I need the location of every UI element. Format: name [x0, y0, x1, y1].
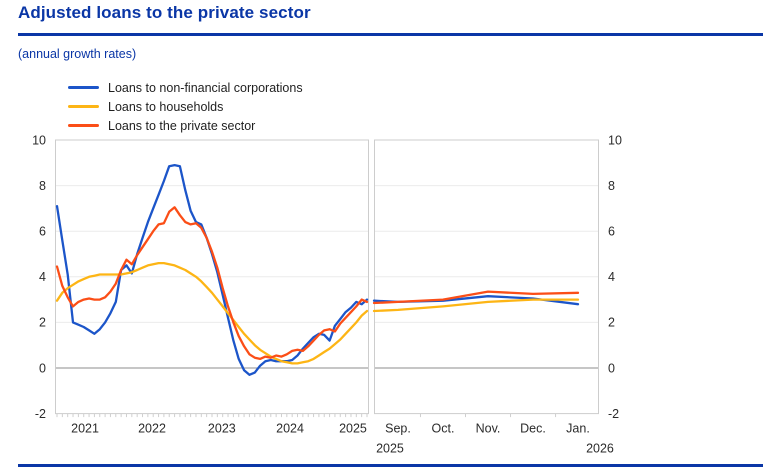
x-tick-label: Oct.	[432, 422, 455, 436]
legend-label: Loans to households	[108, 99, 224, 114]
series-line	[55, 163, 369, 376]
x-tick-label: Sep.	[385, 422, 411, 436]
series-line	[55, 206, 369, 361]
x-tick-label: Jan.	[566, 422, 590, 436]
series-line	[55, 261, 369, 365]
y-tick-label-right: -2	[608, 407, 619, 421]
y-tick-label-right: 6	[608, 225, 615, 239]
chart-subtitle: (annual growth rates)	[18, 47, 137, 61]
y-tick-label-right: 2	[608, 316, 615, 330]
bottom-divider	[18, 464, 763, 467]
x-tick-sublabel: 2026	[586, 442, 614, 456]
legend-item: Loans to non-financial corporations	[68, 78, 303, 97]
series-line	[372, 290, 580, 305]
y-tick-label-left: 0	[39, 361, 46, 375]
y-tick-label-right: 10	[608, 133, 622, 147]
panel-history: 2021 2022 2023 2024 2025	[55, 139, 369, 436]
title-divider	[18, 33, 763, 36]
y-tick-label-right: 4	[608, 270, 615, 284]
y-tick-label-left: 6	[39, 225, 46, 239]
x-tick-label: 2024	[276, 422, 304, 436]
y-tick-label-left: 2	[39, 316, 46, 330]
panel-recent: Sep. 2025 Oct. Nov. Dec. Jan. 2026	[372, 139, 614, 456]
y-tick-label-left: 8	[39, 179, 46, 193]
legend-label: Loans to the private sector	[108, 118, 256, 133]
x-tick-label: 2022	[138, 422, 166, 436]
legend-line-swatch	[68, 86, 99, 89]
x-tick-label: 2021	[71, 422, 99, 436]
y-tick-label-right: 0	[608, 361, 615, 375]
chart-legend: Loans to non-financial corporations Loans…	[68, 78, 303, 135]
legend-line-swatch	[68, 124, 99, 127]
x-tick-label: Nov.	[476, 422, 501, 436]
legend-item: Loans to households	[68, 97, 303, 116]
legend-label: Loans to non-financial corporations	[108, 80, 303, 95]
x-tick-label: Dec.	[520, 422, 546, 436]
page-title: Adjusted loans to the private sector	[18, 3, 311, 22]
x-tick-sublabel: 2025	[376, 442, 404, 456]
y-tick-label-right: 8	[608, 179, 615, 193]
legend-line-swatch	[68, 105, 99, 108]
y-tick-label-left: 4	[39, 270, 46, 284]
x-tick-label: 2023	[208, 422, 236, 436]
y-tick-label-left: -2	[35, 407, 46, 421]
x-tick-label: 2025	[339, 422, 367, 436]
panel-border	[374, 139, 599, 415]
legend-item: Loans to the private sector	[68, 116, 303, 135]
series-line	[372, 298, 580, 313]
y-tick-label-left: 10	[32, 133, 46, 147]
